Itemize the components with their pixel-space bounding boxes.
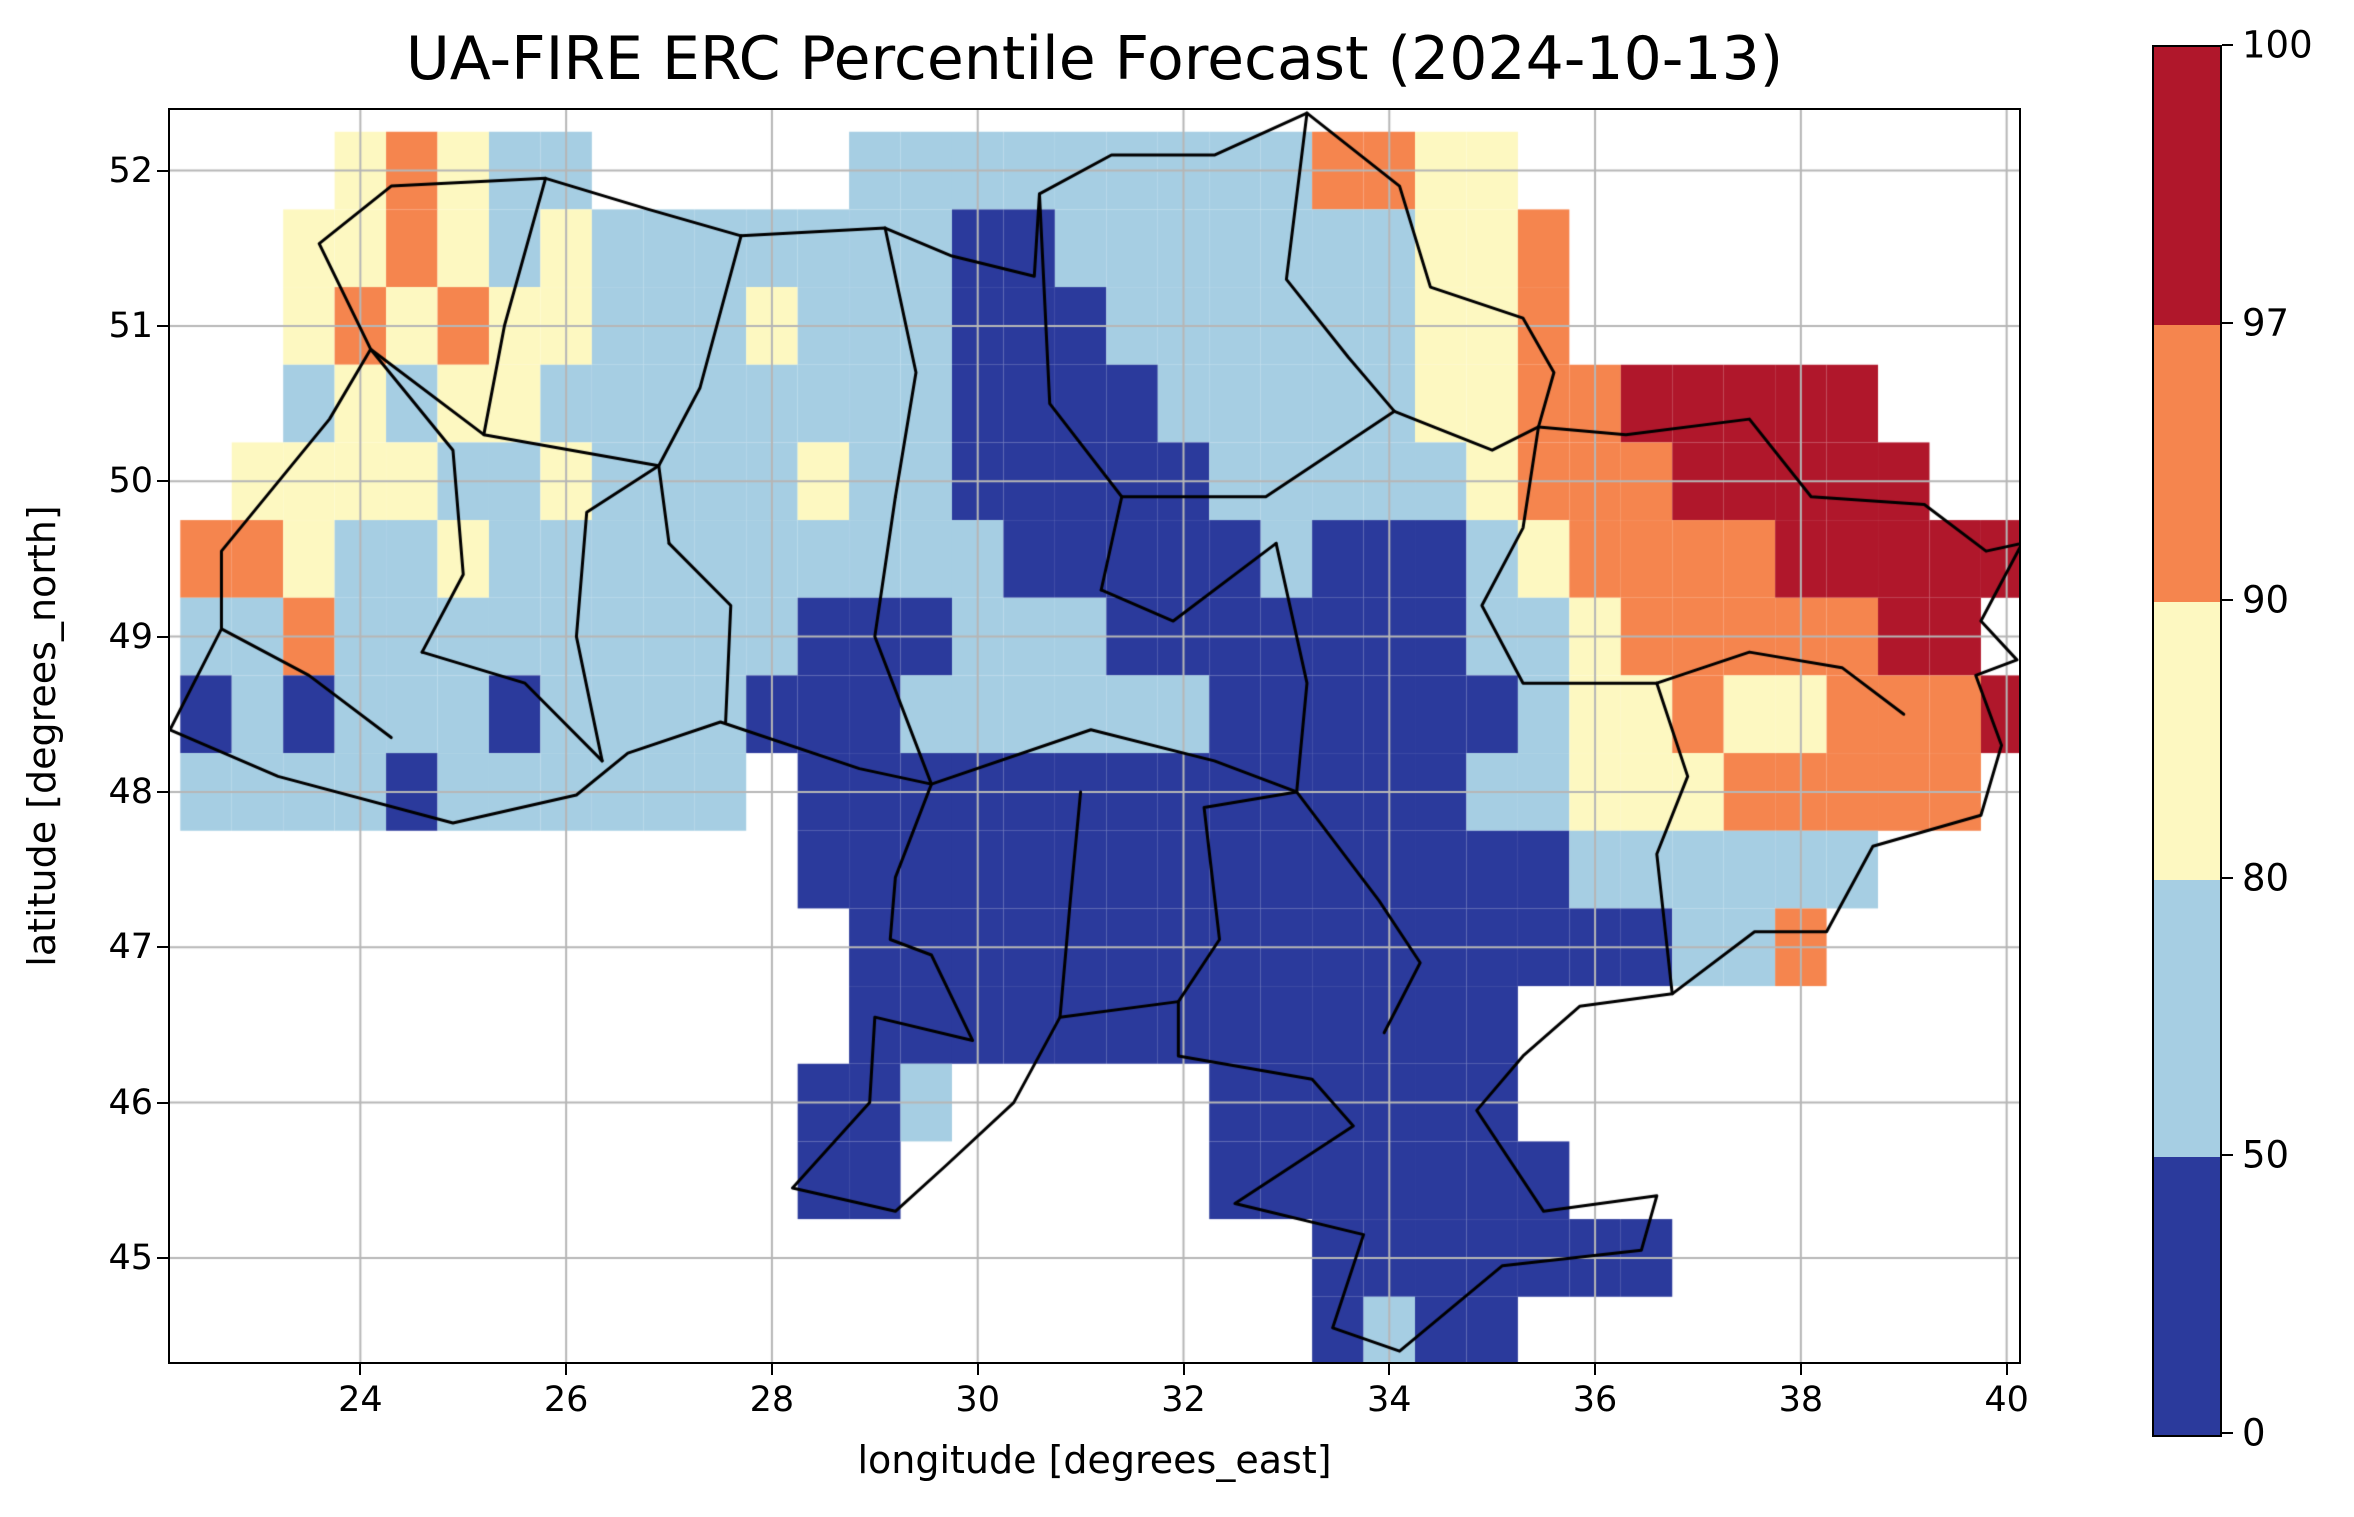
colorbar-band-0-50 [2154, 1157, 2220, 1435]
x-tick-label: 36 [1572, 1380, 1618, 1420]
x-tick-mark [565, 1364, 568, 1375]
y-tick-mark [157, 946, 168, 949]
x-tick-mark [359, 1364, 362, 1375]
colorbar-tick-mark [2222, 599, 2233, 602]
colorbar-tick-mark [2222, 1154, 2233, 1157]
y-tick-mark [157, 1101, 168, 1104]
x-tick-label: 32 [1161, 1380, 1206, 1420]
y-tick-mark [157, 324, 168, 327]
x-tick-mark [2005, 1364, 2008, 1375]
y-tick-label: 46 [108, 1082, 153, 1123]
x-tick-mark [1594, 1364, 1597, 1375]
x-tick-label: 28 [749, 1380, 795, 1420]
x-tick-label: 38 [1778, 1380, 1824, 1420]
chart-title: UA-FIRE ERC Percentile Forecast (2024-10… [405, 24, 1784, 94]
colorbar-tick-label: 0 [2242, 1411, 2266, 1455]
x-tick-label: 40 [1984, 1380, 2029, 1420]
y-tick-mark [157, 169, 168, 172]
map-canvas [170, 110, 2019, 1362]
y-tick-mark [157, 1256, 168, 1259]
plot-area [168, 108, 2021, 1364]
colorbar-band-80-90 [2154, 602, 2220, 880]
colorbar-tick-mark [2222, 321, 2233, 324]
x-tick-label: 34 [1367, 1380, 1412, 1420]
colorbar-tick-mark [2222, 876, 2233, 879]
y-tick-label: 45 [108, 1237, 153, 1278]
x-tick-mark [770, 1364, 773, 1375]
colorbar-band-50-80 [2154, 879, 2220, 1158]
x-tick-mark [976, 1364, 979, 1375]
colorbar-tick-mark [2222, 44, 2233, 46]
x-tick-label: 30 [955, 1380, 1000, 1420]
x-tick-mark [1388, 1364, 1391, 1375]
colorbar-tick-label: 50 [2242, 1133, 2290, 1177]
y-tick-mark [157, 790, 168, 793]
colorbar-tick-mark [2222, 1432, 2233, 1434]
x-axis-label: longitude [degrees_east] [857, 1438, 1332, 1482]
colorbar-tick-label: 100 [2242, 23, 2313, 67]
x-tick-label: 26 [543, 1380, 589, 1420]
x-tick-mark [1182, 1364, 1185, 1375]
colorbar-tick-label: 80 [2242, 856, 2290, 900]
colorbar-band-97-100 [2154, 47, 2220, 325]
x-tick-label: 24 [338, 1380, 383, 1420]
colorbar-tick-label: 90 [2242, 578, 2290, 622]
colorbar-band-90-97 [2154, 324, 2220, 603]
x-tick-mark [1799, 1364, 1802, 1375]
y-tick-label: 51 [108, 305, 153, 346]
colorbar [2152, 45, 2222, 1437]
y-tick-label: 52 [108, 150, 153, 191]
y-tick-label: 50 [108, 461, 153, 502]
colorbar-tick-label: 97 [2242, 301, 2290, 345]
y-tick-mark [157, 480, 168, 483]
y-axis-label: latitude [degrees_north] [20, 505, 64, 967]
y-tick-mark [157, 635, 168, 638]
